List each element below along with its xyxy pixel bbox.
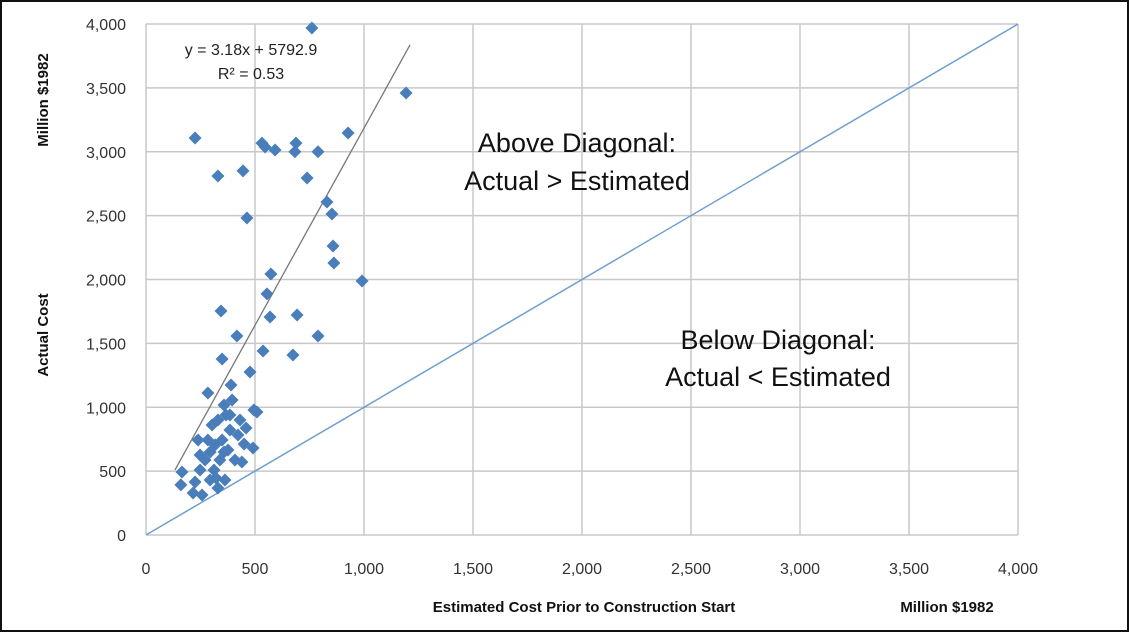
data-point: [240, 211, 254, 225]
data-point: [209, 471, 223, 485]
data-point: [193, 463, 207, 477]
data-point: [268, 143, 282, 157]
data-point: [239, 421, 253, 435]
data-point: [223, 408, 237, 422]
data-point: [175, 465, 189, 479]
diagonal-line: [145, 23, 1019, 536]
data-point: [288, 145, 302, 159]
data-point: [258, 140, 272, 154]
data-point: [290, 308, 304, 322]
trendline-equation: y = 3.18x + 5792.9: [185, 42, 318, 59]
data-point: [246, 441, 260, 455]
data-point: [214, 304, 228, 318]
x-axis-unit: Million $1982: [900, 599, 993, 616]
y-axis-unit: Million $1982: [35, 53, 52, 146]
y-tick-label: 4,000: [86, 17, 126, 34]
data-point: [218, 473, 232, 487]
data-point: [195, 488, 209, 502]
data-point: [256, 344, 270, 358]
data-point: [326, 239, 340, 253]
data-point: [231, 428, 245, 442]
grid: [145, 23, 1019, 536]
data-point: [186, 486, 200, 500]
data-point: [215, 433, 229, 447]
x-tick-label: 500: [242, 561, 269, 578]
y-tick-label: 3,000: [86, 145, 126, 162]
data-point: [305, 21, 319, 35]
data-point: [264, 267, 278, 281]
data-point: [250, 405, 264, 419]
data-point: [327, 256, 341, 270]
data-point: [260, 287, 274, 301]
data-point: [289, 136, 303, 150]
x-tick-label: 2,500: [671, 561, 711, 578]
x-tick-label: 3,500: [889, 561, 929, 578]
annotation-above-1: Above Diagonal:: [478, 128, 676, 158]
data-point: [211, 481, 225, 495]
data-point: [263, 310, 277, 324]
x-axis-label: Estimated Cost Prior to Construction Sta…: [433, 599, 736, 616]
data-point: [399, 86, 413, 100]
y-tick-label: 500: [99, 464, 126, 481]
data-point: [228, 453, 242, 467]
data-point: [215, 352, 229, 366]
y-tick-label: 1,500: [86, 336, 126, 353]
data-point: [300, 171, 314, 185]
data-point: [193, 448, 207, 462]
data-point: [236, 164, 250, 178]
data-point: [188, 131, 202, 145]
data-point: [341, 126, 355, 140]
data-point: [188, 475, 202, 489]
y-tick-label: 1,000: [86, 400, 126, 417]
data-point: [243, 365, 257, 379]
trendline: [174, 44, 411, 471]
annotation-above-2: Actual > Estimated: [464, 166, 690, 196]
data-point: [355, 274, 369, 288]
data-point: [205, 418, 219, 432]
data-point: [311, 329, 325, 343]
x-tick-label: 1,000: [344, 561, 384, 578]
y-tick-label: 0: [117, 528, 126, 545]
data-point: [230, 329, 244, 343]
data-point: [201, 386, 215, 400]
y-tick-label: 2,500: [86, 209, 126, 226]
x-tick-label: 1,500: [453, 561, 493, 578]
x-tick-label: 3,000: [780, 561, 820, 578]
data-point: [201, 433, 215, 447]
data-point: [233, 413, 247, 427]
data-point: [224, 378, 238, 392]
data-point: [311, 145, 325, 159]
x-tick-label: 2,000: [562, 561, 602, 578]
data-point: [286, 348, 300, 362]
y-tick-label: 3,500: [86, 81, 126, 98]
data-point: [174, 478, 188, 492]
annotation-below-2: Actual < Estimated: [665, 362, 891, 392]
y-axis-label: Actual Cost: [35, 293, 52, 376]
data-point: [320, 195, 334, 209]
x-tick-label: 4,000: [998, 561, 1038, 578]
data-point: [223, 423, 237, 437]
data-point: [211, 169, 225, 183]
y-tick-label: 2,000: [86, 273, 126, 290]
data-point: [225, 393, 239, 407]
annotation-below-1: Below Diagonal:: [680, 325, 875, 355]
data-point: [325, 207, 339, 221]
x-tick-label: 0: [142, 561, 151, 578]
data-point: [191, 433, 205, 447]
data-point: [217, 398, 231, 412]
data-point: [217, 445, 231, 459]
trendline-r2: R² = 0.53: [218, 66, 284, 83]
